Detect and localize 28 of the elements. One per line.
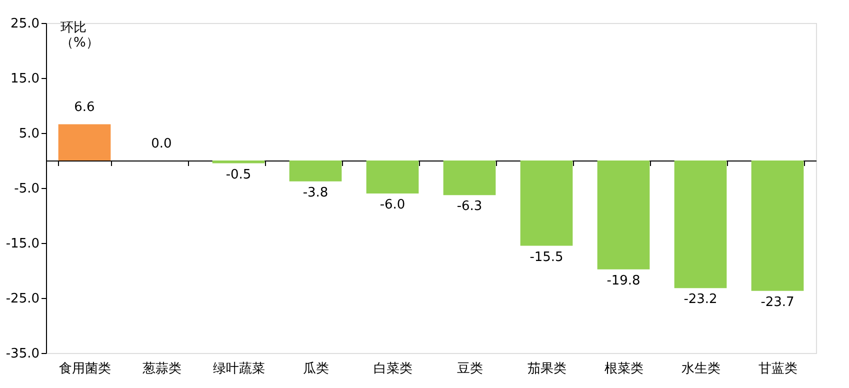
x-tick-label: 白菜类 [374, 362, 412, 376]
x-tick-label: 水生类 [682, 362, 720, 376]
x-tick-label: 食用菌类 [59, 362, 111, 376]
y-axis-title: 环比（%） [60, 20, 99, 50]
x-tick-label: 瓜类 [303, 362, 329, 376]
data-label: -6.0 [380, 198, 406, 212]
x-tick-label: 葱蒜类 [142, 362, 182, 376]
data-label: -0.5 [226, 167, 252, 182]
x-tick-label: 茄果类 [528, 362, 566, 376]
data-label: -6.3 [456, 199, 482, 214]
x-tick-label: 豆类 [457, 362, 483, 376]
x-tick-label: 绿叶蔬菜 [213, 362, 265, 376]
y-tick-label: -35.0 [6, 346, 40, 362]
data-label: -15.5 [530, 250, 564, 265]
data-label: -3.8 [302, 185, 328, 200]
data-label: -19.8 [606, 273, 640, 288]
y-tick-label: -15.0 [6, 236, 40, 252]
data-label: -23.7 [760, 294, 794, 310]
x-tick-label: 甘蓝类 [758, 362, 798, 376]
y-tick-label: 5.0 [18, 126, 40, 142]
x-tick-label: 根菜类 [604, 362, 644, 376]
y-tick-label: 25.0 [10, 16, 40, 32]
y-tick-label: -5.0 [14, 182, 40, 196]
data-label: -23.2 [684, 292, 718, 308]
data-label: 0.0 [151, 136, 172, 152]
data-label: 6.6 [74, 100, 95, 116]
y-tick-label: 15.0 [10, 72, 40, 86]
y-tick-label: -25.0 [6, 292, 40, 306]
